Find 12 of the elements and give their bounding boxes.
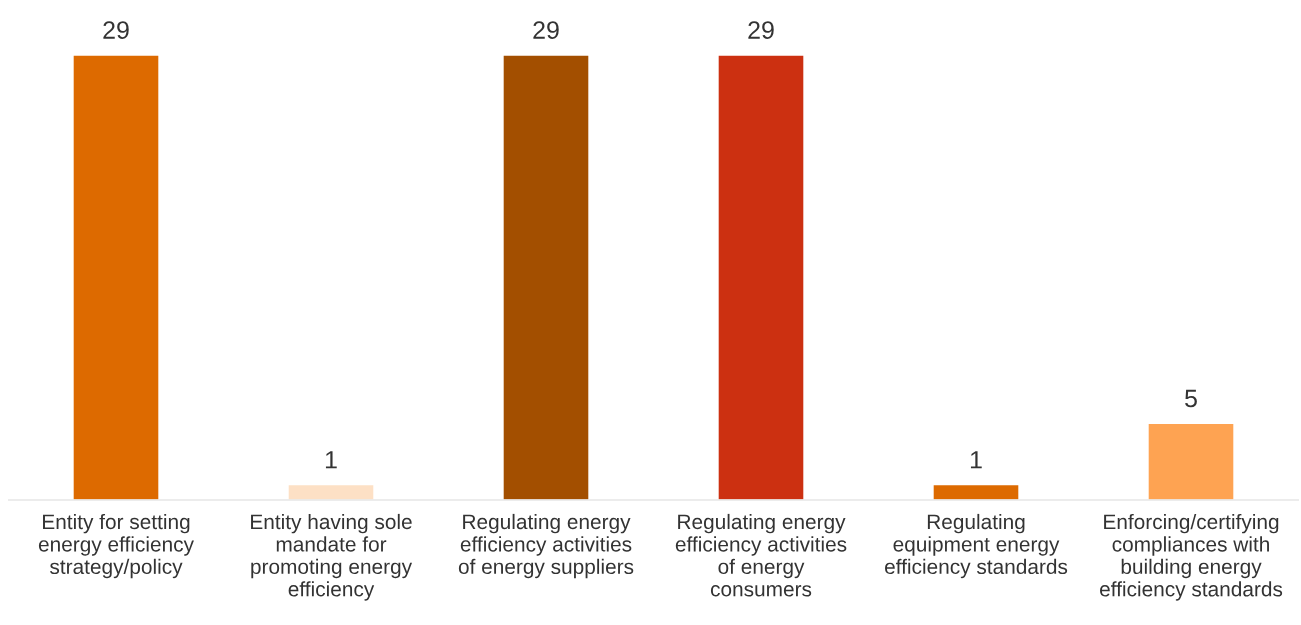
x-tick-label: Entity for setting energy efficiency strategy/policy — [38, 513, 194, 579]
data-label: 1 — [325, 451, 337, 469]
x-tick-label: Enforcing/certifying compliances with building energy efficiency standards — [1100, 513, 1283, 601]
data-label: 29 — [533, 21, 559, 39]
x-tick-label: Regulating energy efficiency activities of energy suppliers — [458, 513, 634, 579]
data-label: 29 — [748, 21, 774, 39]
data-label: 29 — [103, 21, 129, 39]
x-tick-label: Regulating equipment energy efficiency standards — [885, 513, 1068, 579]
data-label: 5 — [1185, 389, 1197, 408]
x-tick-label: Regulating energy efficiency activities of energy consumers — [675, 513, 847, 597]
x-tick-label: Entity having sole mandate for promoting energy efficiency — [251, 513, 413, 601]
data-label: 1 — [970, 451, 982, 469]
